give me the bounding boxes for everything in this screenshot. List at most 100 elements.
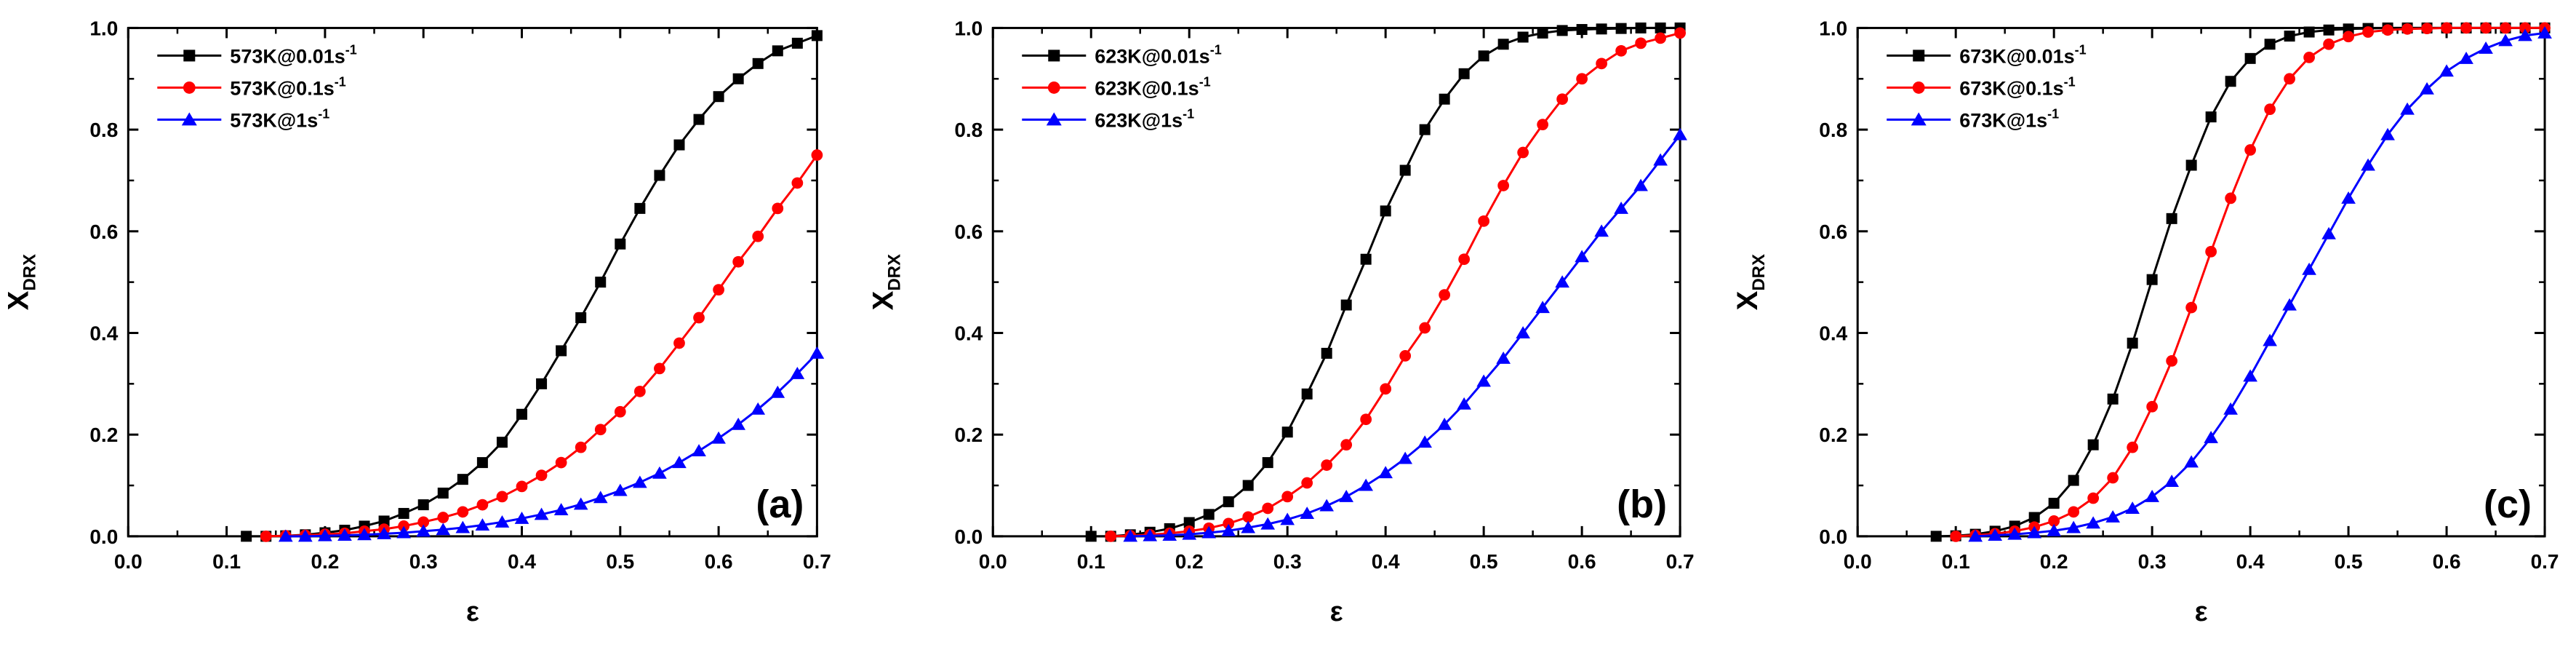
legend-label: 573K@0.1s-1: [230, 74, 345, 99]
data-point-triangle: [2086, 516, 2101, 529]
data-point-square: [1360, 253, 1372, 265]
data-point-circle: [654, 362, 665, 375]
legend-label-main: 623K@1s: [1095, 109, 1183, 131]
data-point-circle: [1223, 517, 1235, 530]
data-point-triangle: [573, 497, 588, 510]
data-point-triangle: [2302, 262, 2316, 275]
data-point-triangle: [278, 529, 293, 542]
data-point-circle: [2401, 23, 2413, 35]
data-point-circle: [594, 424, 607, 436]
x-axis-label: ε: [1330, 597, 1343, 627]
x-tick-label: 0.1: [1077, 550, 1105, 573]
data-point-square: [417, 499, 429, 511]
data-point-triangle: [2263, 333, 2277, 346]
data-point-square: [1556, 25, 1568, 36]
data-point-triangle: [2243, 369, 2257, 382]
legend-label-main: 673K@1s: [1959, 109, 2047, 131]
data-point-square: [2048, 497, 2060, 509]
data-point-circle: [1419, 322, 1431, 334]
y-tick-label: 0.4: [1819, 322, 1847, 344]
data-point-circle: [1262, 502, 1274, 515]
data-point-circle: [2146, 400, 2159, 413]
data-point-square: [1281, 426, 1293, 438]
y-tick-label: 0.2: [954, 424, 983, 446]
x-tick-label: 0.3: [2138, 550, 2167, 573]
data-point-circle: [1105, 531, 1117, 542]
data-point-square: [595, 277, 607, 288]
data-point-square: [673, 139, 685, 151]
panel-label: (b): [1617, 483, 1667, 526]
data-point-circle: [693, 311, 705, 324]
data-point-circle: [2421, 23, 2433, 34]
data-point-circle: [1576, 73, 1588, 85]
x-tick-label: 0.7: [803, 550, 831, 573]
panel-a: 0.0 0.1 0.2 0.3 0.4 0.5 0.6 0.7 0.0 0.2 0.4 0.6 0.8 1…: [2, 17, 831, 627]
data-point-triangle: [357, 528, 372, 541]
x-tick-label: 0.0: [114, 550, 143, 573]
data-point-triangle: [1280, 512, 1295, 525]
y-axis-label-sub: DRX: [20, 254, 39, 291]
x-tick-label: 0.6: [705, 550, 733, 573]
data-point-square: [1203, 509, 1215, 520]
data-point-circle: [713, 284, 724, 296]
legend-label-sup: -1: [1210, 42, 1222, 57]
data-point-circle: [2166, 355, 2178, 367]
data-point-square: [575, 312, 587, 324]
x-tick-label: 0.7: [2531, 550, 2559, 573]
data-point-triangle: [1496, 352, 1511, 364]
data-point-square: [752, 57, 764, 69]
data-point-circle: [1321, 459, 1333, 471]
x-tick-label: 0.6: [2433, 550, 2461, 573]
x-tick-label: 0.5: [2335, 550, 2363, 573]
data-point-circle: [2382, 24, 2393, 36]
data-point-circle: [614, 405, 626, 418]
data-point-triangle: [514, 512, 529, 524]
data-point-circle: [2323, 38, 2335, 50]
x-tick-label: 0.5: [1470, 550, 1498, 573]
legend-label: 573K@1s-1: [230, 106, 329, 131]
data-point-square: [1635, 22, 1647, 33]
data-point-triangle: [1653, 153, 1668, 166]
data-point-triangle: [1182, 527, 1197, 540]
legend-marker-circle: [1047, 82, 1060, 94]
data-point-square: [772, 45, 783, 57]
series-line-triangle: [1130, 134, 1681, 538]
data-point-triangle: [2459, 51, 2473, 64]
data-point-square: [457, 474, 468, 485]
data-point-square: [1576, 24, 1588, 36]
data-point-circle: [575, 441, 587, 453]
data-point-circle: [2107, 472, 2119, 484]
x-tick-label: 0.2: [311, 550, 339, 573]
data-point-square: [1321, 347, 1332, 359]
data-point-square: [1380, 205, 1391, 217]
data-point-triangle: [731, 417, 746, 430]
y-axis-label: XDRX: [867, 254, 904, 310]
data-point-circle: [2500, 22, 2511, 34]
data-point-triangle: [1300, 507, 1315, 519]
data-point-square: [1419, 124, 1431, 135]
series-line-triangle: [285, 352, 818, 538]
data-point-triangle: [1988, 528, 2003, 541]
data-point-circle: [732, 255, 745, 268]
data-point-square: [654, 170, 665, 181]
legend-label: 673K@0.1s-1: [1959, 74, 2075, 99]
legend-marker-triangle: [1911, 112, 1927, 126]
y-tick-label: 0.6: [89, 221, 118, 243]
data-point-square: [1399, 164, 1411, 176]
data-point-circle: [2205, 245, 2217, 258]
panel-b: 0.0 0.1 0.2 0.3 0.4 0.5 0.6 0.7 0.0 0.2 0.4 0.6 0.8 1…: [867, 17, 1694, 627]
data-point-circle: [2068, 506, 2080, 518]
data-point-triangle: [298, 529, 313, 542]
data-point-triangle: [2380, 127, 2395, 140]
data-point-triangle: [692, 444, 706, 457]
data-point-triangle: [1476, 374, 1491, 387]
plot-frame: [127, 26, 818, 538]
data-point-triangle: [1594, 224, 1609, 237]
data-point-triangle: [790, 367, 805, 379]
data-point-triangle: [809, 346, 825, 359]
data-point-triangle: [1201, 525, 1217, 539]
data-point-circle: [260, 531, 272, 542]
legend-label-sup: -1: [318, 106, 329, 121]
legend-label-main: 573K@0.01s: [230, 45, 345, 67]
